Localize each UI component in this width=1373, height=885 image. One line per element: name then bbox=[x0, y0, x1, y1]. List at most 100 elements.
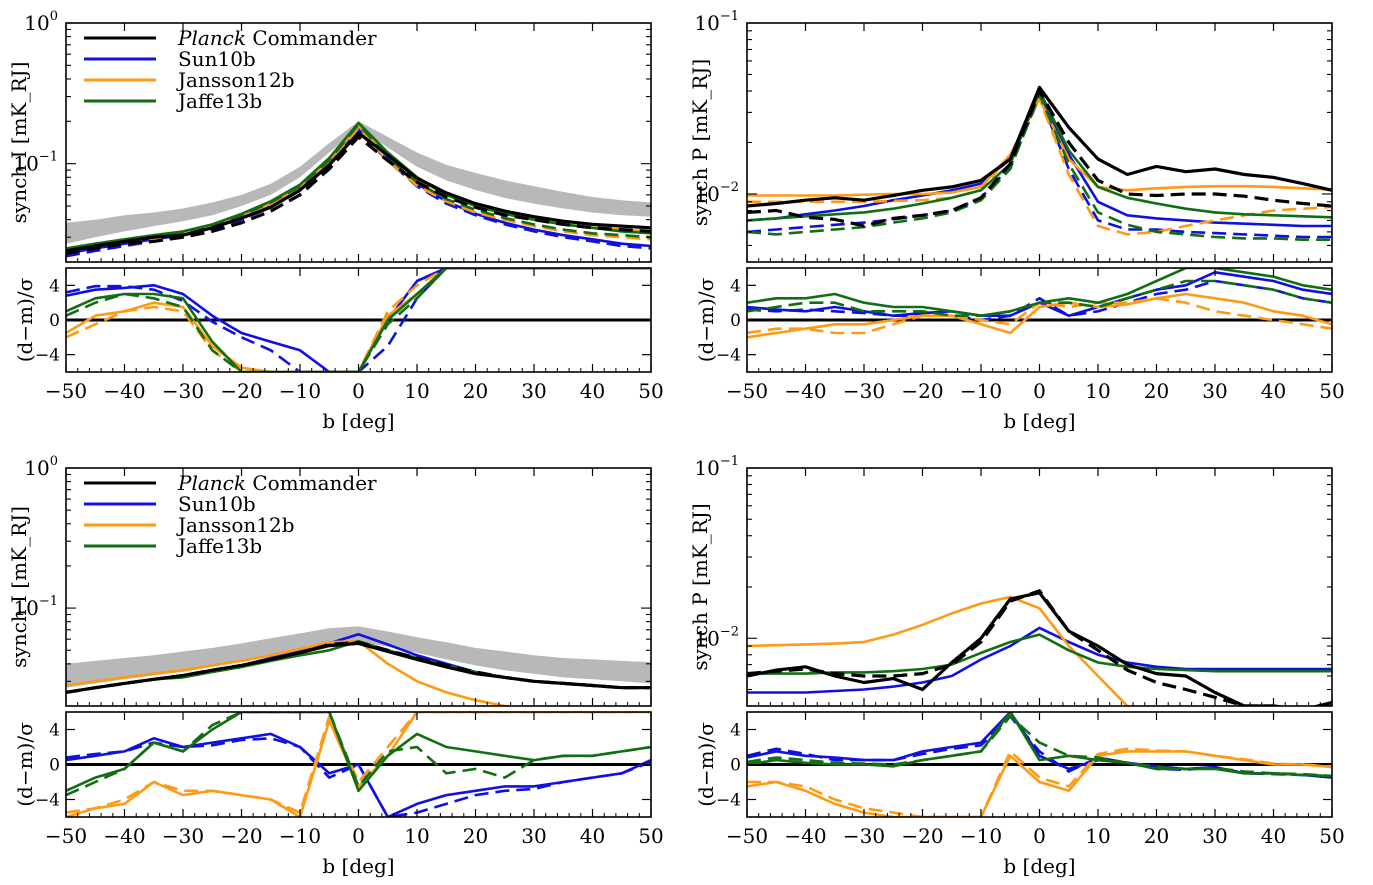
x-tick-label: −20 bbox=[220, 824, 262, 848]
x-tick-label: 30 bbox=[1202, 824, 1227, 848]
panel-bottom-right-residual: 40−4(d−m)/σ−50 −40 −30 −20 −10 0 10 20 30 40 50b [… bbox=[694, 711, 1345, 878]
plot-area bbox=[66, 268, 651, 372]
x-tick-label: −50 bbox=[726, 824, 768, 848]
plot-area bbox=[747, 268, 1332, 339]
x-tick-label: 40 bbox=[580, 824, 605, 848]
series-sun10b-dashed- bbox=[747, 279, 1332, 322]
y-tick-exponent: 0 bbox=[50, 454, 58, 469]
y-tick-label: −4 bbox=[716, 791, 741, 811]
x-tick-label: −40 bbox=[103, 824, 145, 848]
plot-area bbox=[66, 712, 651, 817]
x-tick-label: 50 bbox=[1319, 824, 1344, 848]
panel-top-left-residual: 40−4(d−m)/σ−50 −40 −30 −20 −10 0 10 20 30 40 50b [… bbox=[13, 267, 664, 433]
series-planck-commander-dashed- bbox=[747, 589, 1332, 706]
series-jansson12b bbox=[747, 292, 1332, 339]
legend-label-sun: Sun10b bbox=[178, 492, 256, 516]
y-tick-exponent: −1 bbox=[720, 9, 739, 24]
series-jansson12b bbox=[747, 97, 1332, 197]
x-tick-label: 30 bbox=[521, 824, 546, 848]
series-sun10b bbox=[66, 268, 651, 372]
legend-label-planck: Planck Commander bbox=[177, 26, 377, 50]
series-jansson12b bbox=[747, 595, 1332, 706]
axes-frame bbox=[746, 22, 1333, 263]
x-tick-label: −10 bbox=[279, 379, 321, 403]
series-sun10b-dashed- bbox=[747, 715, 1332, 779]
y-tick-label: −4 bbox=[716, 346, 741, 366]
x-tick-label: 50 bbox=[638, 824, 663, 848]
y-tick-exponent: −2 bbox=[720, 180, 739, 195]
x-tick-label: 30 bbox=[1202, 379, 1227, 403]
legend-label-planck-rest: Commander bbox=[246, 26, 377, 50]
plot-area bbox=[747, 589, 1332, 706]
series-sun10b bbox=[747, 626, 1332, 694]
series-planck-commander bbox=[66, 131, 651, 253]
series-planck-commander-dashed- bbox=[747, 89, 1332, 228]
x-tick-label: −10 bbox=[960, 824, 1002, 848]
y-tick-label: 4 bbox=[49, 276, 60, 296]
x-tick-label: 0 bbox=[352, 824, 365, 848]
x-tick-label: 20 bbox=[1144, 379, 1169, 403]
plot-area bbox=[66, 626, 651, 706]
series-sun10b bbox=[747, 712, 1332, 779]
x-tick-label: −30 bbox=[843, 824, 885, 848]
y-axis-label: (d−m)/σ bbox=[694, 722, 718, 807]
x-tick-label: −40 bbox=[784, 379, 826, 403]
series-planck-commander-dashed- bbox=[66, 135, 651, 256]
y-axis-label: (d−m)/σ bbox=[13, 277, 37, 362]
y-axis-label: synch P [mK_RJ] bbox=[688, 59, 712, 226]
y-tick-label: 10−1 bbox=[694, 454, 739, 480]
x-tick-label: 20 bbox=[463, 824, 488, 848]
series-jaffe13b-dashed- bbox=[747, 279, 1332, 318]
y-tick-label: 0 bbox=[730, 756, 741, 776]
plot-area bbox=[747, 85, 1332, 241]
x-tick-label: −40 bbox=[784, 824, 826, 848]
series-jaffe13b-dashed- bbox=[747, 715, 1332, 778]
x-tick-label: −20 bbox=[901, 379, 943, 403]
legend-label-sun: Sun10b bbox=[178, 47, 256, 71]
y-tick-label: −4 bbox=[35, 346, 60, 366]
series-jansson12b-dashed- bbox=[66, 712, 651, 814]
series-sun10b bbox=[66, 732, 651, 817]
x-tick-label: 40 bbox=[1261, 379, 1286, 403]
series-sun10b bbox=[747, 93, 1332, 228]
y-tick-exponent: −1 bbox=[39, 150, 58, 165]
series-jansson12b-dashed- bbox=[747, 97, 1332, 236]
legend-label-planck-italic: Planck bbox=[177, 471, 246, 495]
legend-label-jaffe: Jaffe13b bbox=[176, 89, 262, 113]
series-jansson12b bbox=[66, 712, 651, 817]
panel-top-right-main: 10−2 10−1 synch P [mK_RJ] bbox=[688, 9, 1333, 263]
legend-label-planck-italic: Planck bbox=[177, 26, 246, 50]
y-tick-label: 10−2 bbox=[694, 180, 739, 206]
series-jaffe13b bbox=[747, 712, 1332, 778]
x-tick-label: −20 bbox=[901, 824, 943, 848]
series-jansson12b bbox=[747, 750, 1332, 817]
series-jaffe13b-dashed- bbox=[66, 712, 651, 797]
x-tick-label: −30 bbox=[843, 379, 885, 403]
y-tick-label: 4 bbox=[730, 721, 741, 741]
x-tick-label: −30 bbox=[162, 379, 204, 403]
uncertainty-band bbox=[66, 626, 651, 688]
y-tick-label: 4 bbox=[730, 276, 741, 296]
x-tick-label: 10 bbox=[404, 379, 429, 403]
x-tick-label: 0 bbox=[352, 379, 365, 403]
y-tick-label: 10−1 bbox=[694, 9, 739, 35]
x-tick-label: 50 bbox=[1319, 379, 1344, 403]
plot-area bbox=[747, 712, 1332, 817]
series-jansson12b-dashed- bbox=[66, 126, 651, 255]
y-axis-label: synch I [mK_RJ] bbox=[7, 62, 31, 224]
series-planck-commander bbox=[747, 85, 1332, 208]
legend-label-jansson: Jansson12b bbox=[176, 513, 295, 537]
panel-bottom-left-residual: 40−4(d−m)/σ−50 −40 −30 −20 −10 0 10 20 30 40 50b [… bbox=[13, 711, 664, 878]
y-tick-exponent: −2 bbox=[720, 624, 739, 639]
x-tick-label: −50 bbox=[45, 824, 87, 848]
x-tick-label: 40 bbox=[1261, 824, 1286, 848]
x-tick-label: 10 bbox=[1085, 824, 1110, 848]
y-tick-label: −4 bbox=[35, 791, 60, 811]
series-planck-commander-dashed- bbox=[66, 640, 651, 694]
